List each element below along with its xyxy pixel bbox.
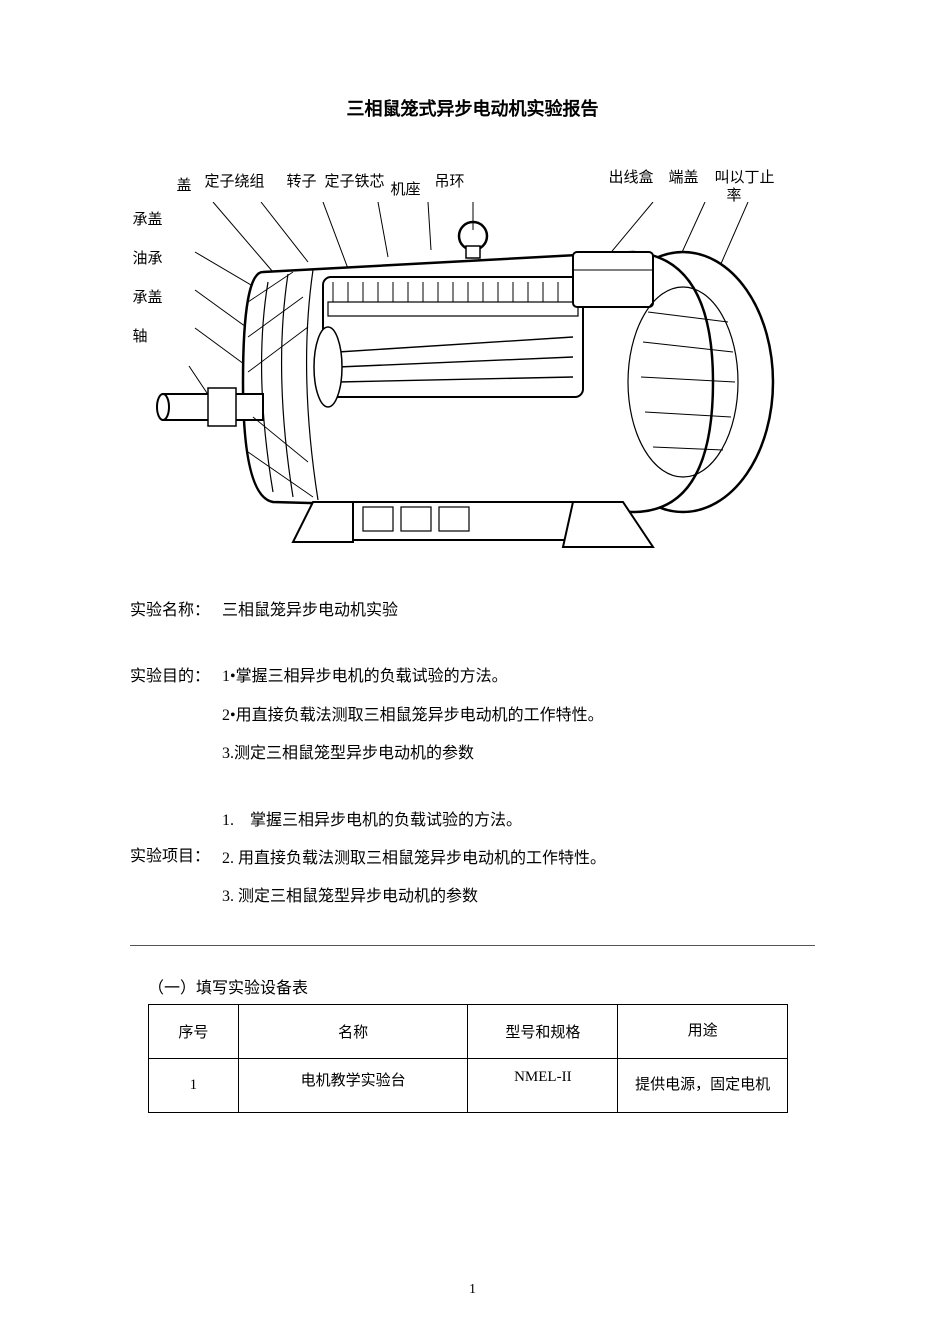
experiment-name-row: 实验名称： 三相鼠笼异步电动机实验 <box>130 592 815 630</box>
page-number: 1 <box>0 1282 945 1298</box>
td-model: NMEL-II <box>468 1058 618 1112</box>
section-divider <box>130 945 815 946</box>
td-seq: 1 <box>149 1058 239 1112</box>
document-title: 三相鼠笼式异步电动机实验报告 <box>130 95 815 121</box>
purpose-item-2: 2•用直接负载法测取三相鼠笼异步电动机的工作特性。 <box>222 697 815 735</box>
equipment-heading: （一）填写实验设备表 <box>148 974 815 998</box>
td-name: 电机教学实验台 <box>238 1058 468 1112</box>
experiment-purpose-row: 实验目的： 1•掌握三相异步电机的负载试验的方法。 2•用直接负载法测取三相鼠笼… <box>130 658 815 773</box>
th-seq: 序号 <box>149 1004 239 1058</box>
experiment-project-label: 实验项目： <box>130 802 222 876</box>
diagram-label-zhuanzi: 转子 <box>287 170 317 191</box>
diagram-label-chuxianhe: 出线盒 <box>609 166 654 187</box>
th-use: 用途 <box>618 1004 788 1058</box>
experiment-project-row: 实验项目： 1. 掌握三相异步电机的负载试验的方法。 2. 用直接负载法测取三相… <box>130 802 815 917</box>
purpose-item-1: 1•掌握三相异步电机的负载试验的方法。 <box>222 658 815 696</box>
table-row: 1 电机教学实验台 NMEL-II 提供电源，固定电机 <box>149 1058 788 1112</box>
project-item-2: 2. 用直接负载法测取三相鼠笼异步电动机的工作特性。 <box>222 840 815 878</box>
diagram-label-zhou: 轴 <box>133 325 163 346</box>
diagram-label-youcheng: 油承 <box>133 247 163 268</box>
experiment-name-label: 实验名称： <box>130 592 222 630</box>
project-item-3: 3. 测定三相鼠笼型异步电动机的参数 <box>222 878 815 916</box>
th-model: 型号和规格 <box>468 1004 618 1058</box>
experiment-name-value: 三相鼠笼异步电动机实验 <box>222 602 398 619</box>
diagram-label-shuai: 率 <box>727 184 742 205</box>
diagram-label-dingzi-tiexin: 定子铁芯 <box>325 170 385 191</box>
motor-diagram: 盖 定子绕组 转子 定子铁芯 机座 吊环 出线盒 端盖 叫以丁止 率 承盖 油承… <box>133 166 813 562</box>
table-header-row: 序号 名称 型号和规格 用途 <box>149 1004 788 1058</box>
diagram-label-jizuo: 机座 <box>391 178 421 199</box>
diagram-label-duangai: 端盖 <box>669 166 699 187</box>
diagram-label-chenggai2: 承盖 <box>133 286 163 307</box>
project-item-1: 1. 掌握三相异步电机的负载试验的方法。 <box>222 802 815 840</box>
td-use: 提供电源，固定电机 <box>618 1058 788 1112</box>
th-name: 名称 <box>238 1004 468 1058</box>
diagram-label-diaohuan: 吊环 <box>435 170 465 191</box>
diagram-label-dingzi-raozhu: 定子绕组 <box>205 170 265 191</box>
diagram-label-jiaoyi: 叫以丁止 <box>715 166 775 187</box>
purpose-item-3: 3.测定三相鼠笼型异步电动机的参数 <box>222 735 815 773</box>
equipment-table: 序号 名称 型号和规格 用途 1 电机教学实验台 NMEL-II 提供电源，固定… <box>148 1004 788 1113</box>
diagram-label-chenggai1: 承盖 <box>133 208 163 229</box>
diagram-label-gai: 盖 <box>177 174 192 195</box>
experiment-purpose-label: 实验目的： <box>130 658 222 696</box>
motor-cutaway-illustration <box>153 202 793 562</box>
